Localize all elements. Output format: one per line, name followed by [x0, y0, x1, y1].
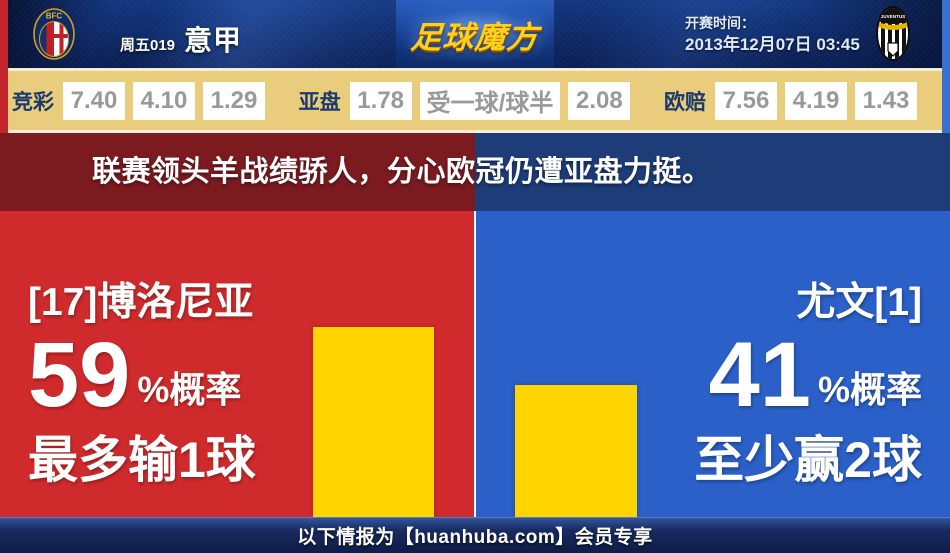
brand-panel: 足球魔方 — [396, 0, 554, 68]
odds-value-box: 1.78 — [349, 81, 412, 120]
away-probability-number: 41 — [708, 324, 811, 426]
odds-bar: 竞彩 7.40 4.10 1.29 亚盘 1.78 受一球/球半 2.08 欧赔… — [8, 71, 942, 130]
odds-value-box: 7.40 — [63, 81, 125, 120]
away-probability-suffix: %概率 — [817, 369, 922, 410]
home-probability: 59 %概率 — [28, 324, 242, 426]
footer-bar: 以下情报为【huanhuba.com】会员专享 — [0, 517, 950, 553]
odds-group-jingcai: 竞彩 7.40 4.10 1.29 — [12, 81, 265, 120]
odds-label-jingcai: 竞彩 — [12, 90, 54, 114]
prediction-area: [17]博洛尼亚 59 %概率 最多输1球 尤文[1] 41 %概率 至少赢2球 — [0, 211, 950, 517]
odds-label-oupei: 欧赔 — [663, 90, 706, 114]
center-divider — [474, 211, 476, 517]
match-code: 周五019 — [120, 37, 176, 54]
bologna-crest-icon: BFC — [33, 8, 75, 60]
away-team-name: 尤文[1] — [796, 281, 922, 324]
kickoff-label: 开赛时间： — [685, 15, 755, 31]
home-color-edge-strip — [0, 0, 8, 211]
kickoff-time: 2013年12月07日 03:45 — [685, 35, 860, 54]
brand-logo: 足球魔方 — [409, 19, 541, 55]
odds-value-box: 1.43 — [854, 81, 917, 120]
odds-value-box: 4.10 — [133, 81, 195, 120]
odds-value-box: 4.19 — [784, 81, 847, 120]
home-team-badge: BFC — [33, 8, 75, 65]
header: BFC 周五019 意甲 足球魔方 开赛时间： 2013年12月07日 03:4… — [8, 0, 942, 68]
kickoff-time-block: 开赛时间： 2013年12月07日 03:45 — [685, 12, 860, 56]
match-info: 周五019 意甲 — [120, 19, 242, 59]
home-outcome: 最多输1球 — [28, 432, 256, 488]
odds-group-yapan: 亚盘 1.78 受一球/球半 2.08 — [298, 81, 631, 120]
away-team-badge: JUVENTUS — [875, 5, 911, 67]
home-probability-number: 59 — [28, 324, 131, 426]
odds-group-oupei: 欧赔 7.56 4.19 1.43 — [663, 81, 917, 120]
odds-value-box: 7.56 — [714, 81, 777, 120]
home-probability-bar — [313, 327, 434, 517]
away-probability: 41 %概率 — [708, 324, 922, 426]
odds-label-yapan: 亚盘 — [298, 90, 341, 114]
home-probability-suffix: %概率 — [137, 369, 242, 410]
home-team-name: [17]博洛尼亚 — [28, 281, 254, 324]
headline: 联赛领头羊战绩骄人，分心欧冠仍遭亚盘力挺。 — [92, 156, 712, 188]
odds-value-box: 2.08 — [568, 81, 631, 120]
home-badge-text: BFC — [46, 12, 63, 21]
handicap-value-box: 受一球/球半 — [419, 81, 561, 120]
league-name: 意甲 — [184, 25, 243, 56]
away-outcome: 至少赢2球 — [694, 432, 922, 488]
footer-membership-text: 以下情报为【huanhuba.com】会员专享 — [297, 527, 653, 548]
away-color-edge-strip — [942, 0, 950, 211]
separator-line — [8, 68, 942, 71]
away-probability-bar — [515, 385, 637, 517]
headline-band: 联赛领头羊战绩骄人，分心欧冠仍遭亚盘力挺。 — [0, 133, 950, 211]
separator-line — [8, 130, 942, 133]
away-badge-text: JUVENTUS — [881, 14, 906, 19]
odds-value-box: 1.29 — [203, 81, 265, 120]
juventus-crest-icon: JUVENTUS — [876, 6, 910, 61]
